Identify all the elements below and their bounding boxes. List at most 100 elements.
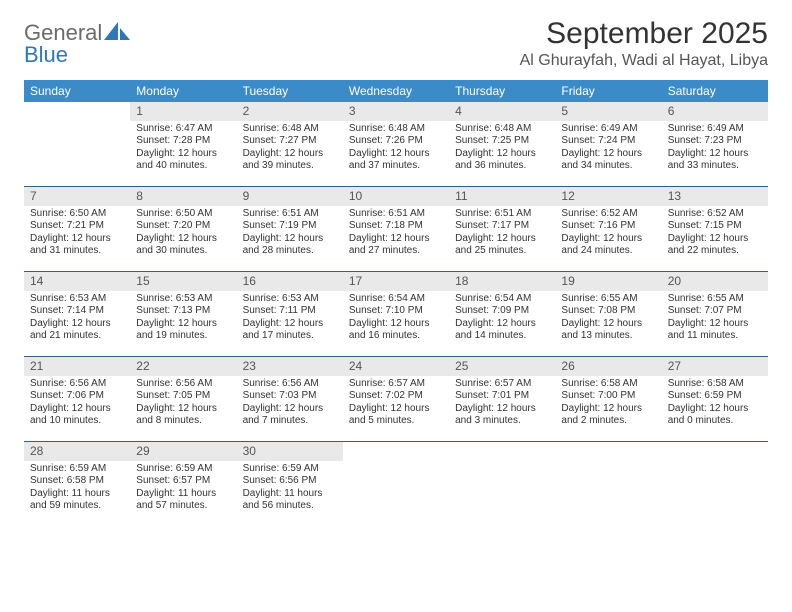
day-number: 10 <box>343 187 449 206</box>
sunrise-line: Sunrise: 6:57 AM <box>455 378 549 391</box>
calendar-cell <box>555 441 661 526</box>
daylight-line: Daylight: 12 hours <box>243 403 337 416</box>
calendar-cell: 7Sunrise: 6:50 AMSunset: 7:21 PMDaylight… <box>24 186 130 271</box>
calendar-cell: 17Sunrise: 6:54 AMSunset: 7:10 PMDayligh… <box>343 271 449 356</box>
daylight-line: Daylight: 12 hours <box>668 148 762 161</box>
daylight-line: Daylight: 12 hours <box>136 148 230 161</box>
daylight-line: and 28 minutes. <box>243 245 337 258</box>
day-details: Sunrise: 6:58 AMSunset: 6:59 PMDaylight:… <box>662 376 768 432</box>
calendar-cell: 2Sunrise: 6:48 AMSunset: 7:27 PMDaylight… <box>237 102 343 187</box>
day-details: Sunrise: 6:55 AMSunset: 7:07 PMDaylight:… <box>662 291 768 347</box>
daylight-line: Daylight: 12 hours <box>455 318 549 331</box>
sunrise-line: Sunrise: 6:48 AM <box>243 123 337 136</box>
daylight-line: Daylight: 12 hours <box>349 148 443 161</box>
daylight-line: and 40 minutes. <box>136 160 230 173</box>
sunrise-line: Sunrise: 6:59 AM <box>243 463 337 476</box>
weekday-header: Friday <box>555 80 661 102</box>
daylight-line: Daylight: 11 hours <box>243 488 337 501</box>
sunrise-line: Sunrise: 6:52 AM <box>561 208 655 221</box>
day-details: Sunrise: 6:56 AMSunset: 7:05 PMDaylight:… <box>130 376 236 432</box>
day-number: 16 <box>237 272 343 291</box>
weekday-header: Tuesday <box>237 80 343 102</box>
daylight-line: Daylight: 12 hours <box>30 403 124 416</box>
weekday-header: Monday <box>130 80 236 102</box>
daylight-line: and 57 minutes. <box>136 500 230 513</box>
day-details: Sunrise: 6:59 AMSunset: 6:56 PMDaylight:… <box>237 461 343 517</box>
calendar-row: 21Sunrise: 6:56 AMSunset: 7:06 PMDayligh… <box>24 356 768 441</box>
day-details: Sunrise: 6:51 AMSunset: 7:19 PMDaylight:… <box>237 206 343 262</box>
title-block: September 2025 Al Ghurayfah, Wadi al Hay… <box>520 18 768 70</box>
sunrise-line: Sunrise: 6:52 AM <box>668 208 762 221</box>
day-details: Sunrise: 6:48 AMSunset: 7:25 PMDaylight:… <box>449 121 555 177</box>
daylight-line: and 30 minutes. <box>136 245 230 258</box>
daylight-line: Daylight: 12 hours <box>243 148 337 161</box>
day-details: Sunrise: 6:47 AMSunset: 7:28 PMDaylight:… <box>130 121 236 177</box>
daylight-line: and 21 minutes. <box>30 330 124 343</box>
daylight-line: and 8 minutes. <box>136 415 230 428</box>
sunset-line: Sunset: 7:18 PM <box>349 220 443 233</box>
day-details: Sunrise: 6:48 AMSunset: 7:27 PMDaylight:… <box>237 121 343 177</box>
day-number: 24 <box>343 357 449 376</box>
day-number: 3 <box>343 102 449 121</box>
day-details: Sunrise: 6:49 AMSunset: 7:23 PMDaylight:… <box>662 121 768 177</box>
daylight-line: Daylight: 12 hours <box>349 318 443 331</box>
calendar-cell: 16Sunrise: 6:53 AMSunset: 7:11 PMDayligh… <box>237 271 343 356</box>
daylight-line: and 10 minutes. <box>30 415 124 428</box>
sunrise-line: Sunrise: 6:49 AM <box>668 123 762 136</box>
sunrise-line: Sunrise: 6:58 AM <box>561 378 655 391</box>
day-number: 15 <box>130 272 236 291</box>
calendar-cell: 29Sunrise: 6:59 AMSunset: 6:57 PMDayligh… <box>130 441 236 526</box>
calendar-cell <box>24 102 130 187</box>
calendar-cell: 5Sunrise: 6:49 AMSunset: 7:24 PMDaylight… <box>555 102 661 187</box>
weekday-header: Sunday <box>24 80 130 102</box>
calendar-cell: 10Sunrise: 6:51 AMSunset: 7:18 PMDayligh… <box>343 186 449 271</box>
calendar-cell: 20Sunrise: 6:55 AMSunset: 7:07 PMDayligh… <box>662 271 768 356</box>
sunset-line: Sunset: 7:13 PM <box>136 305 230 318</box>
sunset-line: Sunset: 7:27 PM <box>243 135 337 148</box>
day-number: 11 <box>449 187 555 206</box>
calendar-cell: 8Sunrise: 6:50 AMSunset: 7:20 PMDaylight… <box>130 186 236 271</box>
calendar-cell: 15Sunrise: 6:53 AMSunset: 7:13 PMDayligh… <box>130 271 236 356</box>
day-details: Sunrise: 6:57 AMSunset: 7:02 PMDaylight:… <box>343 376 449 432</box>
weekday-header: Thursday <box>449 80 555 102</box>
day-details: Sunrise: 6:56 AMSunset: 7:03 PMDaylight:… <box>237 376 343 432</box>
daylight-line: and 31 minutes. <box>30 245 124 258</box>
daylight-line: Daylight: 12 hours <box>30 233 124 246</box>
day-number: 19 <box>555 272 661 291</box>
sunrise-line: Sunrise: 6:58 AM <box>668 378 762 391</box>
daylight-line: Daylight: 12 hours <box>668 318 762 331</box>
day-number: 17 <box>343 272 449 291</box>
calendar-cell: 28Sunrise: 6:59 AMSunset: 6:58 PMDayligh… <box>24 441 130 526</box>
day-details: Sunrise: 6:52 AMSunset: 7:16 PMDaylight:… <box>555 206 661 262</box>
sunset-line: Sunset: 6:57 PM <box>136 475 230 488</box>
daylight-line: Daylight: 12 hours <box>561 233 655 246</box>
day-details: Sunrise: 6:54 AMSunset: 7:10 PMDaylight:… <box>343 291 449 347</box>
calendar-cell: 23Sunrise: 6:56 AMSunset: 7:03 PMDayligh… <box>237 356 343 441</box>
sunset-line: Sunset: 7:02 PM <box>349 390 443 403</box>
daylight-line: Daylight: 12 hours <box>561 318 655 331</box>
day-number: 22 <box>130 357 236 376</box>
daylight-line: Daylight: 12 hours <box>349 233 443 246</box>
daylight-line: Daylight: 12 hours <box>349 403 443 416</box>
sunset-line: Sunset: 7:21 PM <box>30 220 124 233</box>
day-details: Sunrise: 6:54 AMSunset: 7:09 PMDaylight:… <box>449 291 555 347</box>
daylight-line: and 59 minutes. <box>30 500 124 513</box>
day-number: 25 <box>449 357 555 376</box>
day-number: 29 <box>130 442 236 461</box>
daylight-line: Daylight: 12 hours <box>136 403 230 416</box>
sail-icon <box>104 22 130 40</box>
sunset-line: Sunset: 7:07 PM <box>668 305 762 318</box>
day-number: 26 <box>555 357 661 376</box>
daylight-line: and 14 minutes. <box>455 330 549 343</box>
calendar-row: 1Sunrise: 6:47 AMSunset: 7:28 PMDaylight… <box>24 102 768 187</box>
day-number: 18 <box>449 272 555 291</box>
day-number: 2 <box>237 102 343 121</box>
sunrise-line: Sunrise: 6:53 AM <box>136 293 230 306</box>
calendar-row: 28Sunrise: 6:59 AMSunset: 6:58 PMDayligh… <box>24 441 768 526</box>
sunset-line: Sunset: 7:08 PM <box>561 305 655 318</box>
sunrise-line: Sunrise: 6:53 AM <box>30 293 124 306</box>
sunrise-line: Sunrise: 6:50 AM <box>30 208 124 221</box>
daylight-line: and 2 minutes. <box>561 415 655 428</box>
page-subtitle: Al Ghurayfah, Wadi al Hayat, Libya <box>520 52 768 70</box>
day-details: Sunrise: 6:59 AMSunset: 6:58 PMDaylight:… <box>24 461 130 517</box>
